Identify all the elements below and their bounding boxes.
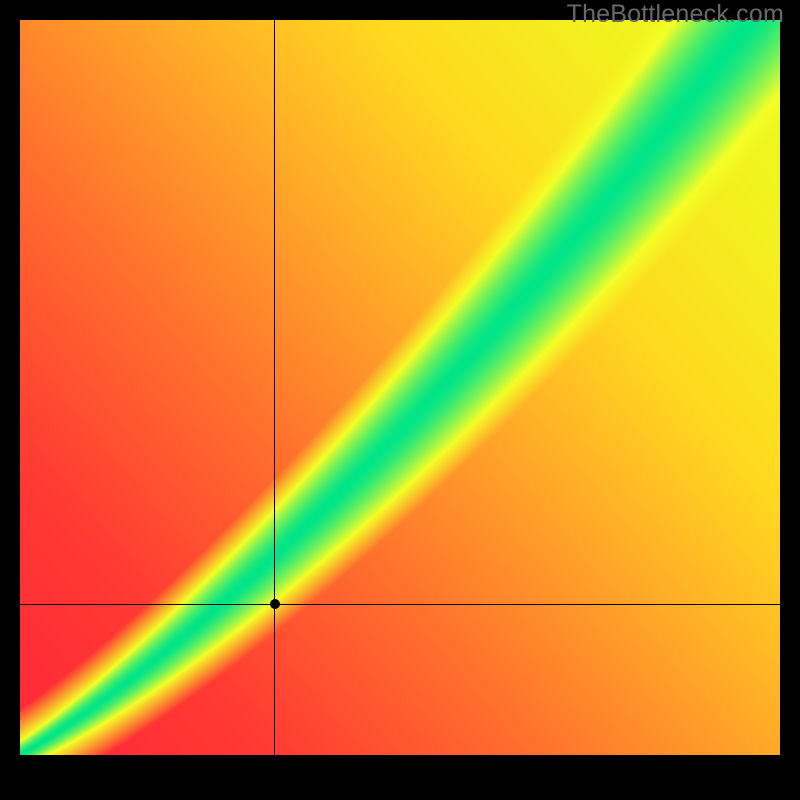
crosshair-horizontal xyxy=(20,604,780,605)
crosshair-marker xyxy=(270,599,280,609)
crosshair-vertical xyxy=(274,20,275,755)
bottleneck-heatmap xyxy=(20,20,780,755)
watermark-text: TheBottleneck.com xyxy=(567,0,784,29)
